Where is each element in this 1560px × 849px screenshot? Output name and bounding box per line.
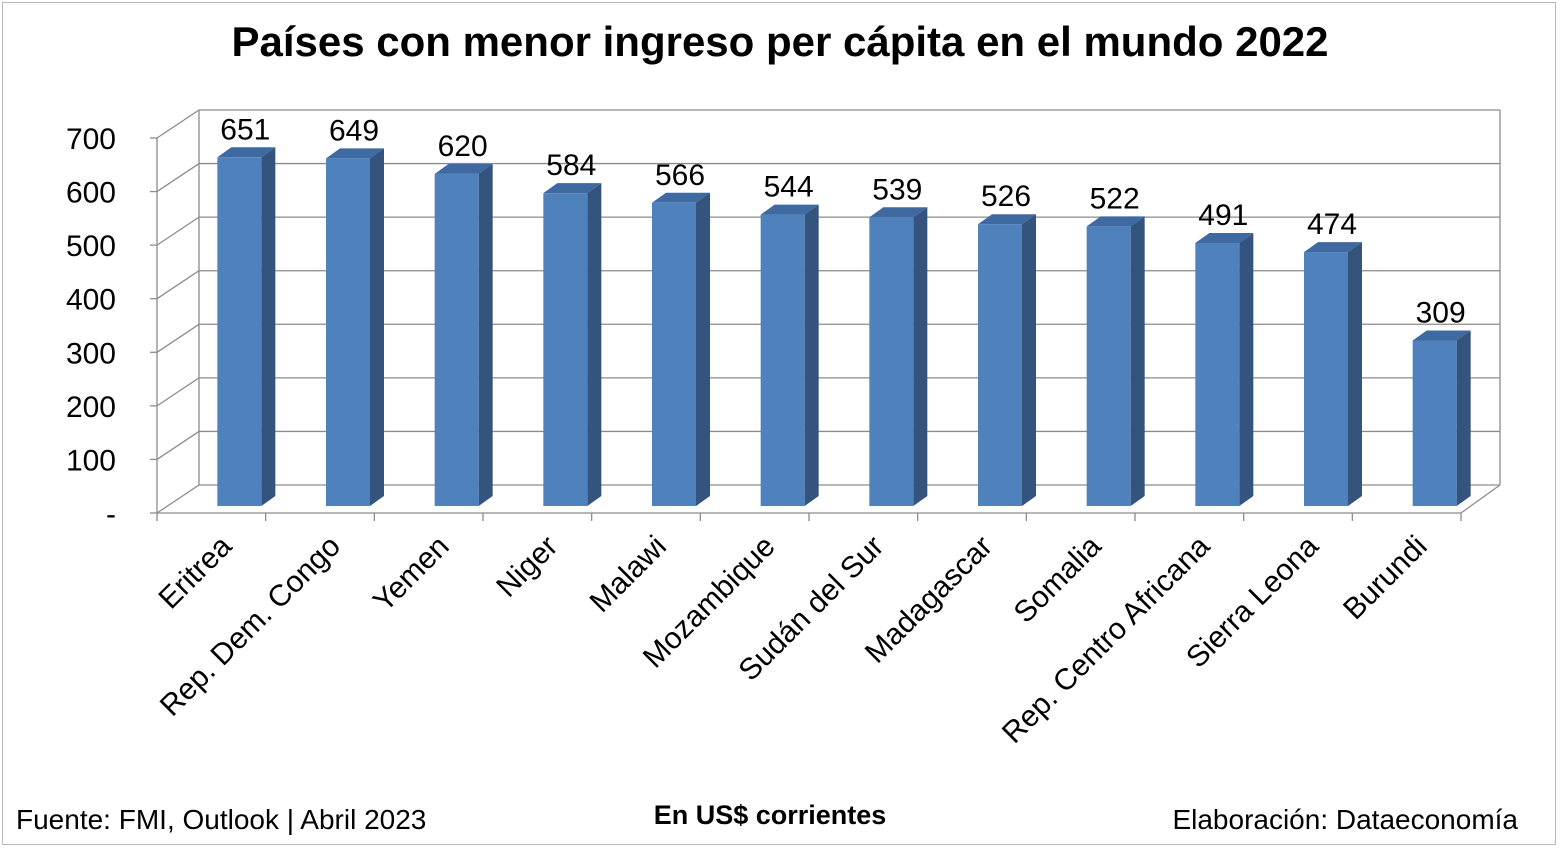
bar-side bbox=[587, 183, 602, 506]
gridline-side bbox=[156, 216, 200, 246]
gridlines bbox=[150, 109, 1501, 521]
bar bbox=[326, 158, 370, 507]
data-label: 544 bbox=[764, 171, 814, 204]
y-tick-label: 600 bbox=[66, 177, 116, 210]
gridline-side bbox=[156, 484, 200, 514]
bar-side bbox=[696, 192, 710, 507]
bar-side bbox=[1239, 232, 1254, 506]
bar-side bbox=[1456, 330, 1471, 506]
data-label: 539 bbox=[872, 173, 922, 206]
bar bbox=[869, 217, 914, 506]
bar-side bbox=[913, 207, 928, 506]
x-tick-label: Malawi bbox=[584, 530, 673, 619]
source-note: Fuente: FMI, Outlook | Abril 2023 bbox=[16, 804, 427, 835]
bar-side bbox=[1022, 214, 1036, 506]
data-label: 491 bbox=[1198, 199, 1248, 232]
bar-top bbox=[217, 147, 276, 158]
units-note: En US$ corrientes bbox=[653, 800, 887, 830]
data-label: 526 bbox=[981, 180, 1031, 213]
gridline-side bbox=[156, 109, 200, 139]
bar-top bbox=[978, 214, 1036, 225]
bar bbox=[978, 224, 1022, 506]
x-tick-label: Yemen bbox=[367, 530, 456, 619]
bar bbox=[1195, 242, 1240, 506]
bar-side bbox=[804, 204, 819, 507]
bar-top bbox=[1195, 232, 1254, 243]
data-labels: 651 649 620 584 566 544 539 526 522 491 474 309 bbox=[220, 113, 1465, 329]
data-label: 309 bbox=[1416, 296, 1466, 329]
chart-title: Países con menor ingreso per cápita en e… bbox=[231, 18, 1329, 65]
bar-top bbox=[652, 192, 710, 203]
y-tick-label: 500 bbox=[66, 230, 116, 263]
bar-side bbox=[478, 163, 493, 506]
bar-side bbox=[1130, 216, 1145, 506]
bar-top bbox=[543, 183, 602, 194]
bar-side bbox=[1348, 242, 1362, 507]
x-tick-label: Rep. Centro Africana bbox=[996, 529, 1216, 749]
bar-top bbox=[1086, 216, 1145, 227]
data-label: 651 bbox=[220, 113, 270, 146]
y-tick-label: 200 bbox=[66, 391, 116, 424]
bar bbox=[543, 193, 588, 506]
data-label: 522 bbox=[1090, 182, 1140, 215]
bar-side bbox=[370, 148, 384, 507]
y-tick-label: 100 bbox=[66, 444, 116, 477]
bar bbox=[1086, 226, 1131, 506]
gridline-side bbox=[156, 270, 200, 300]
bar-top bbox=[1304, 242, 1362, 253]
x-tick-label: Niger bbox=[490, 530, 564, 604]
bar bbox=[1304, 252, 1348, 506]
y-tick-label: 400 bbox=[66, 284, 116, 317]
bar-top bbox=[760, 204, 819, 215]
bars bbox=[217, 147, 1471, 507]
x-tick-label: Rep. Dem. Congo bbox=[154, 530, 347, 723]
bar-side bbox=[261, 147, 276, 506]
bar bbox=[760, 214, 805, 507]
data-label: 584 bbox=[546, 149, 596, 182]
bar bbox=[217, 157, 262, 506]
data-label: 474 bbox=[1307, 208, 1357, 241]
bar bbox=[1412, 340, 1457, 506]
gridline-side bbox=[156, 163, 200, 193]
y-axis-ticks: - 100 200 300 400 500 600 700 bbox=[66, 123, 116, 531]
bar-top bbox=[1412, 330, 1471, 341]
author-note: Elaboración: Dataeconomía bbox=[1172, 804, 1518, 835]
gridline-side bbox=[156, 377, 200, 407]
bar bbox=[652, 202, 696, 507]
x-tick-label: Eritrea bbox=[152, 529, 238, 615]
bar bbox=[434, 173, 479, 506]
data-label: 649 bbox=[329, 114, 379, 147]
floor-edge bbox=[1460, 484, 1501, 514]
y-tick-label: 300 bbox=[66, 337, 116, 370]
y-tick-label: 700 bbox=[66, 123, 116, 156]
bar-top bbox=[869, 207, 928, 218]
data-label: 620 bbox=[438, 130, 488, 163]
gridline-side bbox=[156, 430, 200, 460]
y-tick-label: - bbox=[106, 498, 116, 531]
x-tick-label: Burundi bbox=[1337, 530, 1433, 626]
gridline-side bbox=[156, 323, 200, 353]
x-tick-label: Somalia bbox=[1008, 529, 1108, 629]
data-label: 566 bbox=[655, 159, 705, 192]
bar-top bbox=[434, 163, 493, 174]
bar-top bbox=[326, 148, 384, 159]
